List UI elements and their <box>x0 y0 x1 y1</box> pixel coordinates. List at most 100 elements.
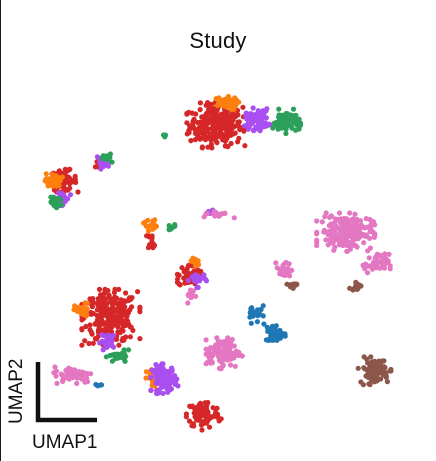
data-point <box>226 101 232 107</box>
data-point <box>94 154 100 160</box>
data-point <box>250 105 256 111</box>
data-point <box>232 363 238 369</box>
data-point <box>274 337 280 343</box>
data-point <box>155 390 161 396</box>
data-point <box>64 187 70 193</box>
data-point <box>265 328 271 334</box>
data-point <box>355 365 361 371</box>
data-point <box>143 369 149 375</box>
data-point <box>262 120 269 126</box>
data-point <box>193 293 199 299</box>
data-point <box>354 281 360 287</box>
data-point <box>151 242 158 249</box>
data-point <box>250 127 257 133</box>
data-point <box>77 374 83 380</box>
data-point <box>101 295 107 301</box>
data-point <box>106 323 112 329</box>
data-point <box>206 424 213 430</box>
data-point <box>160 365 166 371</box>
data-point <box>190 118 196 124</box>
data-point <box>352 219 358 225</box>
data-point <box>225 144 231 150</box>
data-point <box>223 344 229 350</box>
data-point <box>185 277 191 284</box>
data-point <box>321 227 327 233</box>
data-point <box>366 235 373 241</box>
data-point <box>108 297 114 303</box>
data-point <box>199 427 205 433</box>
data-point <box>336 210 343 216</box>
data-point <box>229 336 235 343</box>
data-point <box>270 326 276 332</box>
data-point <box>361 354 367 360</box>
data-point <box>125 310 131 316</box>
data-point <box>82 376 88 383</box>
data-point <box>286 273 293 279</box>
data-point <box>203 110 210 116</box>
data-point <box>65 168 71 174</box>
data-point <box>352 211 358 217</box>
data-point <box>197 107 203 113</box>
data-point <box>381 372 388 378</box>
data-point <box>373 360 379 367</box>
data-point <box>366 255 372 261</box>
data-point <box>294 122 300 128</box>
data-point <box>257 311 263 317</box>
data-point <box>73 370 79 376</box>
data-point <box>77 308 83 314</box>
data-point <box>368 354 374 360</box>
data-point <box>332 244 338 250</box>
data-point <box>189 274 195 280</box>
data-point <box>58 202 64 208</box>
data-point <box>187 126 193 132</box>
data-point <box>192 414 198 420</box>
data-point <box>188 404 194 410</box>
data-point <box>160 361 166 367</box>
data-point <box>218 98 224 104</box>
data-point <box>366 369 372 375</box>
data-point <box>197 100 203 106</box>
data-point <box>75 189 81 195</box>
data-point <box>208 137 214 143</box>
data-point <box>338 238 344 244</box>
data-point <box>255 120 261 126</box>
data-point <box>95 302 101 308</box>
data-point <box>82 300 88 306</box>
data-point <box>125 297 132 304</box>
data-point <box>51 187 58 193</box>
data-point <box>60 377 66 383</box>
data-point <box>53 173 59 179</box>
data-point <box>74 380 80 386</box>
data-point <box>54 380 60 386</box>
data-point <box>281 261 288 267</box>
data-point <box>203 405 209 411</box>
data-point <box>186 270 192 277</box>
data-point <box>326 223 332 229</box>
data-point <box>385 258 391 264</box>
data-point <box>381 358 387 364</box>
data-point <box>109 358 115 364</box>
data-point <box>127 324 133 330</box>
data-point <box>227 362 234 368</box>
data-point <box>109 308 116 314</box>
data-point <box>228 140 234 147</box>
data-point <box>77 369 83 375</box>
data-point <box>90 310 96 317</box>
data-point <box>83 309 89 315</box>
data-point <box>292 116 298 122</box>
data-point <box>358 379 364 385</box>
left-border <box>0 0 1 461</box>
data-point <box>208 141 214 147</box>
data-point <box>258 306 264 313</box>
data-point <box>325 242 331 248</box>
data-point <box>374 373 380 379</box>
data-point <box>289 125 295 131</box>
data-point <box>228 342 234 348</box>
data-point <box>105 340 111 346</box>
data-point <box>115 329 121 335</box>
data-point <box>350 287 356 293</box>
data-point <box>195 120 201 126</box>
data-point <box>186 291 192 297</box>
data-point <box>183 414 189 420</box>
data-point <box>314 242 320 249</box>
